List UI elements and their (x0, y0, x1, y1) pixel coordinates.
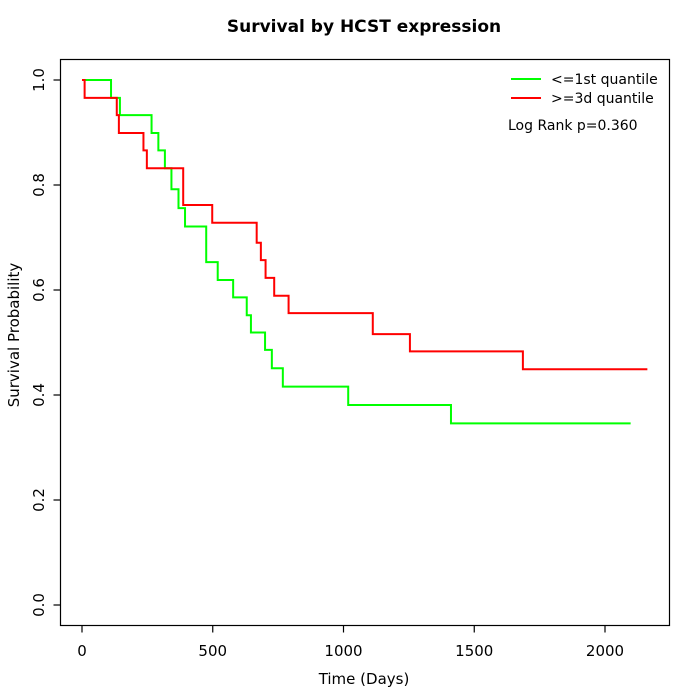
legend: <=1st quantile >=3d quantile Log Rank p=… (508, 72, 658, 134)
chart-title: Survival by HCST expression (227, 17, 501, 37)
y-tick-label: 0.2 (30, 488, 48, 512)
legend-label-high-expression: >=3d quantile (551, 91, 654, 107)
y-tick-label: 1.0 (30, 68, 48, 92)
axis-ticks: 0 500 1000 1500 2000 0.0 0.2 0.4 0.6 0.8 1.0 (30, 68, 624, 660)
km-curve-high-expression (82, 79, 648, 371)
y-tick-label: 0.8 (30, 173, 48, 197)
y-tick-label: 0.4 (30, 383, 48, 407)
km-curve-low-expression (82, 79, 631, 425)
plot-border (59, 58, 671, 627)
x-tick-label: 500 (198, 642, 227, 660)
x-tick-label: 1500 (455, 642, 493, 660)
x-axis-label: Time (Days) (318, 670, 410, 688)
log-rank-annotation: Log Rank p=0.360 (508, 118, 638, 134)
x-tick-label: 1000 (324, 642, 362, 660)
y-tick-label: 0.6 (30, 278, 48, 302)
legend-label-low-expression: <=1st quantile (551, 72, 658, 88)
x-tick-label: 0 (77, 642, 87, 660)
y-axis-label: Survival Probability (5, 263, 23, 408)
x-tick-label: 2000 (586, 642, 624, 660)
km-curves (82, 79, 648, 425)
y-tick-label: 0.0 (30, 593, 48, 617)
